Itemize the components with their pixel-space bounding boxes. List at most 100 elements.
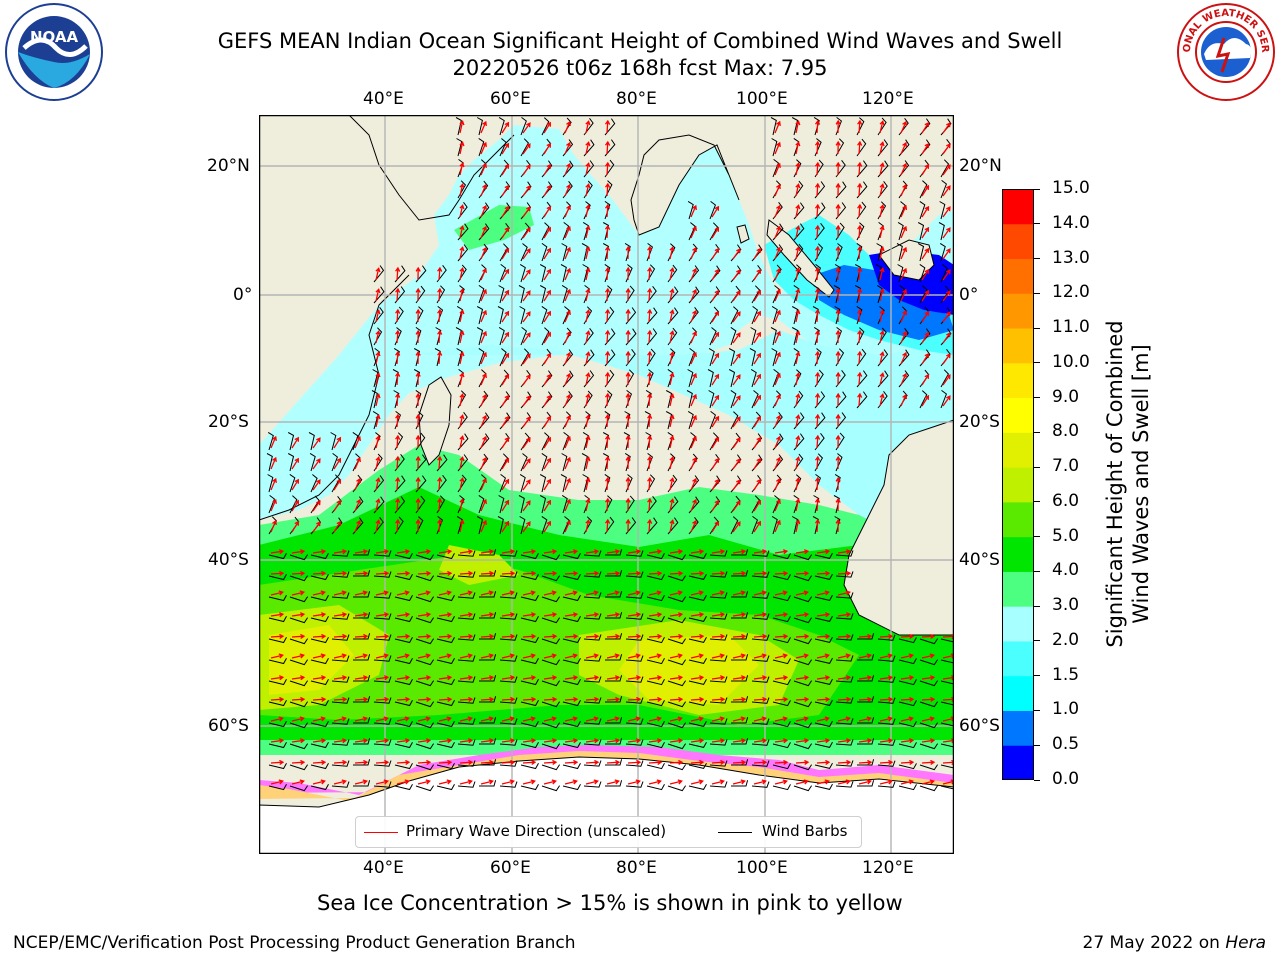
wave-direction-arrow	[774, 696, 789, 703]
wind-barb	[583, 370, 595, 388]
wind-barb	[813, 326, 820, 346]
wind-barb	[667, 680, 687, 687]
wave-direction-arrow	[900, 759, 915, 766]
wind-barb	[520, 432, 530, 451]
wind-barb	[605, 591, 623, 598]
wave-direction-arrow	[564, 716, 578, 722]
wind-barb	[541, 743, 561, 750]
wind-barb	[688, 615, 707, 622]
wind-barb	[520, 117, 527, 136]
wave-direction-arrow	[459, 759, 474, 766]
lon-label-bottom-60e: 60°E	[490, 858, 531, 878]
wind-barb	[562, 222, 570, 241]
wind-barb	[646, 658, 665, 665]
wind-barb	[731, 591, 749, 598]
wave-direction-arrow	[837, 675, 852, 681]
wind-barb	[499, 781, 518, 788]
wave-direction-arrow	[522, 395, 531, 407]
wind-barb	[604, 159, 615, 178]
wind-barb	[919, 180, 928, 199]
wind-barb	[625, 718, 644, 725]
wind-barb	[709, 781, 728, 788]
wind-barb	[373, 781, 392, 788]
wave-direction-arrow	[543, 184, 551, 197]
wave-direction-arrow	[604, 119, 611, 134]
wind-barb	[751, 571, 770, 578]
map-frame	[258, 114, 955, 855]
wave-direction-arrow	[354, 716, 368, 722]
wave-direction-arrow	[459, 716, 473, 722]
wave-direction-arrow	[879, 716, 893, 722]
wind-barb	[940, 680, 954, 685]
wave-direction-arrow	[564, 204, 571, 218]
wind-barb	[835, 739, 854, 746]
wave-direction-arrow	[564, 246, 571, 260]
wind-barb	[479, 549, 497, 556]
wind-barb	[645, 432, 652, 451]
wind-barb	[939, 201, 946, 220]
wave-direction-arrow	[395, 455, 401, 470]
wave-direction-arrow	[625, 329, 631, 344]
wave-direction-arrow	[795, 570, 810, 577]
wave-direction-arrow	[753, 590, 767, 596]
wind-barb	[520, 553, 539, 560]
wind-barb	[562, 720, 581, 728]
wave-direction-arrow	[879, 267, 885, 281]
wind-barb	[750, 368, 757, 388]
wind-barb	[646, 742, 665, 749]
wind-barb	[582, 221, 589, 241]
wave-direction-arrow	[774, 162, 781, 176]
borneo	[878, 239, 935, 281]
colorbar-tick-label: 4.0	[1052, 560, 1080, 581]
wave-direction-arrow	[417, 716, 431, 722]
wind-barb	[750, 327, 757, 346]
wind-barb	[457, 433, 469, 451]
wave-direction-arrow	[732, 500, 741, 512]
wave-direction-arrow	[606, 633, 621, 640]
wave-direction-arrow	[648, 612, 663, 618]
wave-direction-arrow	[375, 372, 381, 386]
wave-band-7m	[269, 625, 759, 705]
wind-barb	[330, 432, 337, 451]
wave-direction-arrow	[375, 653, 389, 659]
wind-barb	[289, 785, 309, 792]
wave-direction-arrow	[501, 675, 516, 681]
wind-barb	[562, 783, 581, 791]
wave-direction-arrow	[921, 696, 936, 703]
map-legend: Primary Wave Direction (unscaled) Wind B…	[355, 816, 862, 848]
wave-direction-arrow	[648, 779, 662, 785]
wind-barb	[479, 780, 497, 787]
wind-barb	[353, 633, 371, 640]
wind-barb	[919, 701, 939, 708]
wave-direction-arrow	[774, 225, 781, 239]
wave-direction-arrow	[795, 738, 810, 744]
wave-direction-arrow	[816, 696, 831, 703]
wave-direction-arrow	[879, 183, 885, 197]
wave-direction-arrow	[900, 183, 908, 197]
wave-direction-arrow	[522, 590, 536, 596]
wave-direction-arrow	[774, 612, 789, 618]
wave-direction-arrow	[480, 225, 487, 239]
wave-direction-arrow	[564, 330, 571, 344]
wave-direction-arrow	[795, 351, 801, 365]
wave-direction-arrow	[690, 351, 697, 365]
wave-direction-arrow	[753, 415, 761, 428]
wave-direction-arrow	[564, 435, 571, 449]
wave-direction-arrow	[625, 476, 631, 491]
wind-barb	[646, 496, 657, 514]
wave-direction-arrow	[669, 716, 683, 722]
wave-direction-arrow	[711, 570, 726, 577]
wind-barb	[793, 617, 813, 624]
wave-direction-arrow	[480, 696, 495, 703]
wave-direction-arrow	[543, 696, 558, 703]
wind-barb	[667, 638, 687, 645]
wind-barb	[415, 432, 426, 451]
colorbar-tick-mark	[1034, 675, 1040, 677]
wave-direction-arrow	[774, 716, 788, 722]
lon-label-top-80e: 80°E	[616, 89, 657, 109]
wind-barb	[814, 223, 825, 241]
wave-direction-arrow	[774, 435, 781, 449]
wave-direction-arrow	[415, 392, 421, 407]
wind-barb	[394, 678, 413, 686]
wind-barb	[751, 697, 770, 704]
